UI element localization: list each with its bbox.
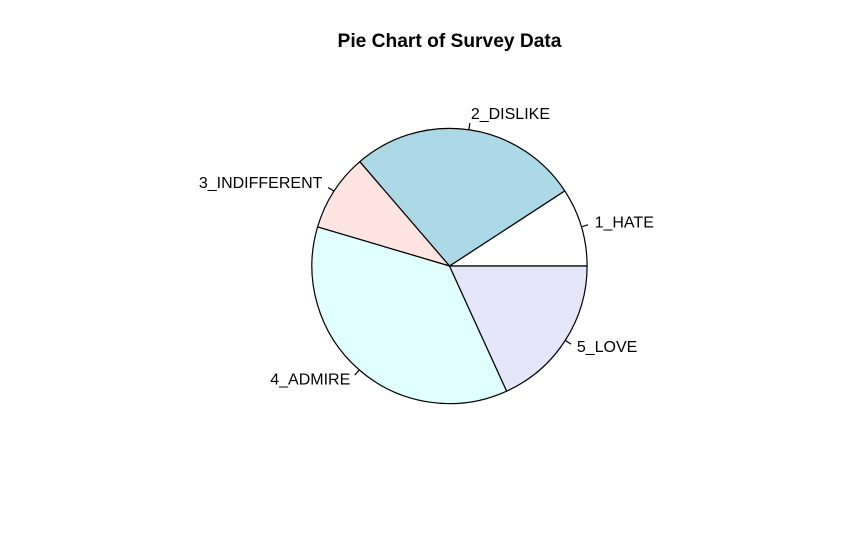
svg-text:2_DISLIKE: 2_DISLIKE — [471, 106, 550, 123]
svg-text:Pie Chart of Survey Data: Pie Chart of Survey Data — [338, 31, 562, 52]
svg-text:3_INDIFFERENT: 3_INDIFFERENT — [199, 175, 323, 192]
svg-text:1_HATE: 1_HATE — [595, 214, 654, 231]
svg-text:4_ADMIRE: 4_ADMIRE — [270, 372, 350, 389]
svg-text:5_LOVE: 5_LOVE — [577, 339, 637, 356]
